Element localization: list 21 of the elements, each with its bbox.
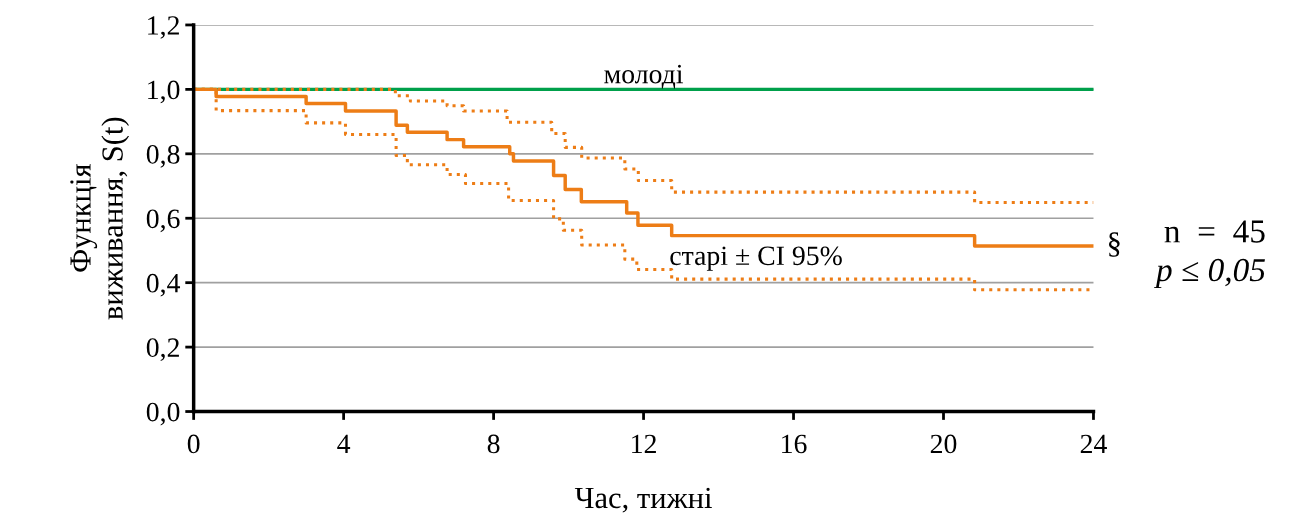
x-tick-label: 24: [1080, 434, 1107, 454]
x-tick-label: 8: [487, 434, 500, 454]
text: p ≤ 0,05: [1154, 258, 1265, 289]
x-tick-label: 4: [337, 434, 351, 454]
y-tick-label: 1,0: [148, 80, 180, 104]
x-tick-label: 12: [632, 434, 656, 454]
y-tick-label: 0,0: [146, 402, 180, 426]
series-label: старі ± CI 95%: [670, 246, 842, 271]
text: §: [1109, 232, 1120, 257]
y-axis-title: Функція виживання, S(t): [70, 117, 130, 320]
x-tick-label: 16: [782, 434, 807, 454]
x-tick-label: 0: [187, 434, 200, 454]
y-tick-label: 0,6: [146, 209, 180, 233]
y-tick-label: 0,8: [146, 144, 180, 168]
y-tick-label: 1,2: [148, 16, 179, 39]
text: n = 45: [1164, 220, 1265, 243]
series-label: молоді: [604, 64, 683, 89]
x-axis-title: Час, тижні: [574, 487, 712, 513]
y-tick-label: 0,2: [146, 338, 179, 362]
x-tick-label: 20: [930, 434, 957, 454]
y-tick-label: 0,4: [146, 273, 181, 297]
